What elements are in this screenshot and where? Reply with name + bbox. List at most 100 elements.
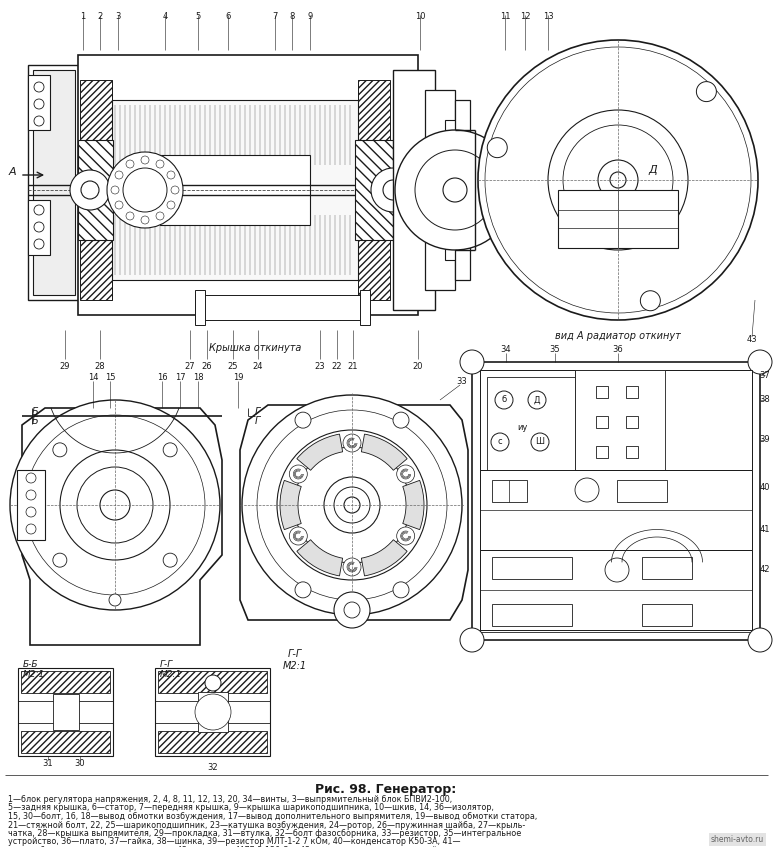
Text: 32: 32 [208, 763, 218, 772]
Circle shape [393, 582, 409, 598]
Bar [642, 557, 692, 579]
Text: 5—задняя крышка, 6—статор, 7—передняя крышка, 9—крышка шарикоподшипника, 10—шкив: 5—задняя крышка, 6—статор, 7—передняя кр… [8, 804, 494, 812]
Text: Г: Г [255, 407, 261, 417]
Polygon shape [240, 405, 468, 620]
Circle shape [289, 465, 308, 483]
Text: 26: 26 [202, 362, 213, 371]
Text: 18: 18 [192, 374, 203, 383]
Circle shape [397, 465, 414, 483]
Text: 24: 24 [253, 362, 264, 371]
Bar [158, 671, 267, 693]
Bar [492, 604, 572, 626]
Text: 11: 11 [500, 12, 510, 21]
Circle shape [163, 553, 177, 567]
Bar [21, 731, 110, 753]
Bar [480, 370, 752, 470]
Circle shape [242, 395, 462, 615]
Circle shape [343, 434, 361, 452]
Circle shape [109, 594, 121, 606]
Circle shape [26, 490, 36, 500]
Text: 6: 6 [225, 12, 230, 21]
Circle shape [107, 152, 183, 228]
Text: 8: 8 [289, 12, 295, 21]
Bar [17, 470, 45, 540]
Text: 27: 27 [185, 362, 196, 371]
Text: Г-Г
M2:1: Г-Г M2:1 [283, 649, 307, 671]
Circle shape [56, 702, 76, 722]
Bar [492, 557, 572, 579]
Bar [642, 604, 692, 626]
Circle shape [575, 478, 599, 502]
Circle shape [100, 490, 130, 520]
Circle shape [289, 527, 308, 545]
Bar [78, 55, 418, 315]
Circle shape [141, 216, 149, 224]
Bar [596, 416, 608, 428]
Text: Рис. 98. Генератор:: Рис. 98. Генератор: [315, 783, 457, 796]
Circle shape [324, 477, 380, 533]
Text: 23: 23 [315, 362, 325, 371]
Text: 19: 19 [233, 374, 243, 383]
Text: 1: 1 [80, 12, 86, 21]
Bar [492, 480, 527, 502]
Text: Д: Д [533, 396, 540, 405]
Bar [360, 290, 370, 325]
Circle shape [397, 527, 414, 545]
Text: 38: 38 [759, 396, 770, 405]
Text: 34: 34 [501, 346, 511, 355]
Circle shape [156, 160, 164, 168]
Text: вид A радиатор откинут: вид A радиатор откинут [555, 331, 681, 341]
Bar [18, 668, 113, 756]
Bar [160, 155, 310, 225]
Circle shape [334, 592, 370, 628]
Text: 13: 13 [543, 12, 553, 21]
Text: A: A [9, 167, 15, 177]
Bar [445, 120, 467, 260]
Circle shape [61, 707, 71, 717]
Wedge shape [297, 435, 342, 470]
Circle shape [563, 125, 673, 235]
Circle shape [371, 168, 415, 212]
Circle shape [295, 303, 305, 313]
Bar [455, 100, 470, 280]
Circle shape [277, 430, 427, 580]
Circle shape [257, 410, 447, 600]
Circle shape [195, 694, 231, 730]
Circle shape [34, 222, 44, 232]
Circle shape [26, 507, 36, 517]
Text: 17: 17 [175, 374, 186, 383]
Circle shape [491, 433, 509, 451]
Circle shape [460, 628, 484, 652]
Circle shape [344, 497, 360, 513]
Circle shape [485, 47, 751, 313]
Text: 29: 29 [60, 362, 70, 371]
Polygon shape [22, 408, 222, 645]
Circle shape [53, 553, 66, 567]
Wedge shape [403, 480, 424, 529]
Text: 21: 21 [348, 362, 358, 371]
Circle shape [34, 239, 44, 249]
Circle shape [531, 433, 549, 451]
Circle shape [60, 450, 170, 560]
Text: 16: 16 [157, 374, 167, 383]
Bar [78, 140, 113, 240]
Bar [195, 295, 370, 320]
Text: 25: 25 [228, 362, 238, 371]
Circle shape [141, 156, 149, 164]
Circle shape [748, 350, 772, 374]
Circle shape [640, 291, 660, 311]
Bar [626, 416, 638, 428]
Circle shape [167, 171, 175, 179]
Text: Б: Б [32, 416, 39, 426]
Text: Ш: Ш [536, 438, 544, 446]
Circle shape [415, 150, 495, 230]
Text: чатка, 28—крышка выпрямителя, 29—прокладка, 31—втулка, 32—болт фазосборника, 33—: чатка, 28—крышка выпрямителя, 29—проклад… [8, 829, 521, 838]
Text: б: б [502, 396, 506, 405]
Bar [626, 446, 638, 458]
Bar [155, 668, 270, 756]
Text: 22: 22 [332, 362, 342, 371]
Bar [393, 70, 435, 310]
Circle shape [34, 205, 44, 215]
Text: Крышка откинута: Крышка откинута [209, 343, 301, 353]
Wedge shape [280, 480, 301, 529]
